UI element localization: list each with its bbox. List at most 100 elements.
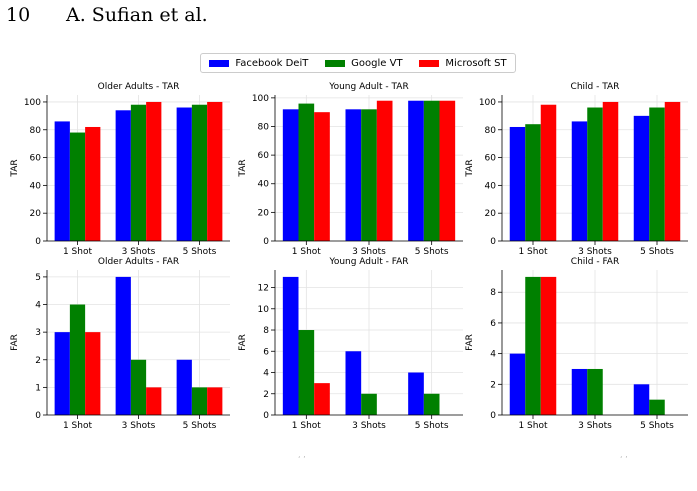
bar (298, 103, 315, 242)
y-axis-label: FAR (465, 334, 475, 351)
legend-swatch-red (419, 59, 440, 67)
y-tick-label: 0 (490, 411, 496, 421)
bar (664, 101, 681, 241)
chart-title: Child - FAR (571, 257, 619, 267)
bar (633, 115, 650, 241)
y-tick-label: 2 (263, 390, 269, 400)
x-tick-label: 3 Shots (352, 247, 386, 257)
bar (176, 359, 192, 415)
bar (525, 124, 541, 241)
y-tick-label: 100 (252, 94, 269, 104)
y-tick-label: 20 (30, 209, 42, 219)
x-tick-label: 1 Shot (292, 247, 322, 257)
bar (176, 107, 192, 241)
bar (423, 393, 440, 415)
x-tick-label: 5 Shots (415, 247, 449, 257)
bar (361, 109, 377, 242)
y-tick-label: 40 (30, 181, 42, 191)
bar (282, 276, 299, 415)
bar (540, 276, 557, 415)
bar (298, 330, 315, 415)
bar (540, 104, 557, 241)
y-tick-label: 0 (35, 237, 41, 247)
x-tick-label: 3 Shots (352, 421, 386, 431)
y-tick-label: 4 (490, 350, 496, 360)
chart-panel: 0 1 2 3 4 5 1 Shot 3 Shots 5 Shots Older Adults -… (10, 257, 230, 431)
y-axis-label: FAR (238, 334, 248, 351)
y-tick-label: 10 (258, 305, 270, 315)
bar (587, 368, 603, 415)
y-tick-label: 6 (490, 319, 496, 329)
chart-title: Young Adult - TAR (328, 82, 408, 92)
x-tick-label: 5 Shots (183, 421, 217, 431)
x-tick-label: 1 Shot (63, 421, 93, 431)
bar (207, 387, 223, 415)
y-axis-label: TAR (10, 159, 20, 177)
bar (408, 100, 424, 241)
chart-title: Older Adults - FAR (98, 257, 179, 267)
bar (130, 359, 147, 415)
chart-panel: 0 20 40 60 80 100 1 Shot 3 Shots 5 Shots Child - … (465, 82, 688, 257)
bar (509, 126, 526, 241)
bar (54, 121, 70, 241)
bar (146, 101, 162, 241)
chart-title: Young Adult - FAR (329, 257, 409, 267)
bar (191, 104, 208, 241)
bar (361, 393, 377, 415)
y-axis-label: TAR (465, 159, 475, 177)
x-tick-label: 3 Shots (122, 247, 156, 257)
x-tick-label: 3 Shots (578, 421, 612, 431)
chart-title: Child - TAR (571, 82, 620, 92)
bar (207, 101, 223, 241)
x-tick-label: 1 Shot (292, 421, 322, 431)
y-tick-label: 80 (485, 126, 497, 136)
scan-artifact: ‘ ’ (620, 455, 628, 464)
y-tick-label: 1 (35, 383, 41, 393)
chart-legend: Facebook DeiT Google VT Microsoft ST (200, 53, 516, 73)
x-tick-label: 3 Shots (122, 421, 156, 431)
bar (69, 132, 86, 241)
page-header: 10 A. Sufian et al. (6, 4, 208, 26)
y-tick-label: 2 (490, 380, 496, 390)
y-tick-label: 5 (35, 273, 41, 283)
legend-item-facebook-deit: Facebook DeiT (209, 58, 308, 69)
y-tick-label: 0 (35, 411, 41, 421)
bar (376, 100, 393, 241)
y-tick-label: 20 (485, 209, 497, 219)
y-tick-label: 8 (490, 288, 496, 298)
x-tick-label: 1 Shot (518, 247, 548, 257)
y-tick-label: 100 (24, 98, 41, 108)
chart-title: Older Adults - TAR (98, 82, 180, 92)
y-axis-label: TAR (238, 159, 248, 177)
y-tick-label: 80 (30, 126, 42, 136)
bar (439, 100, 456, 241)
legend-label: Microsoft ST (445, 57, 507, 69)
chart-panel: 0 20 40 60 80 100 1 Shot 3 Shots 5 Shots Young Ad… (238, 82, 463, 257)
y-tick-label: 12 (258, 284, 269, 294)
bar (146, 387, 162, 415)
y-tick-label: 0 (263, 237, 269, 247)
bar (115, 110, 131, 242)
bar (345, 351, 362, 415)
y-tick-label: 4 (35, 301, 41, 311)
x-tick-label: 1 Shot (63, 247, 93, 257)
x-tick-label: 5 Shots (640, 247, 674, 257)
y-tick-label: 8 (263, 326, 269, 336)
legend-label: Google VT (351, 57, 403, 69)
bar (649, 107, 665, 241)
chart-panel: 0 20 40 60 80 100 1 Shot 3 Shots 5 Shots Older Ad… (10, 82, 230, 257)
x-tick-label: 5 Shots (415, 421, 449, 431)
y-tick-label: 0 (490, 237, 496, 247)
y-tick-label: 3 (35, 328, 41, 338)
bar (587, 107, 603, 241)
y-tick-label: 20 (258, 208, 270, 218)
chart-panel: 0 2 4 6 8 10 12 1 Shot 3 Shots 5 Shots Young Adult… (238, 257, 463, 431)
x-tick-label: 1 Shot (518, 421, 548, 431)
bar (54, 332, 70, 415)
bar (69, 304, 86, 415)
legend-label: Facebook DeiT (235, 57, 309, 69)
y-tick-label: 80 (258, 122, 270, 132)
bar (85, 332, 101, 415)
y-tick-label: 100 (479, 98, 496, 108)
